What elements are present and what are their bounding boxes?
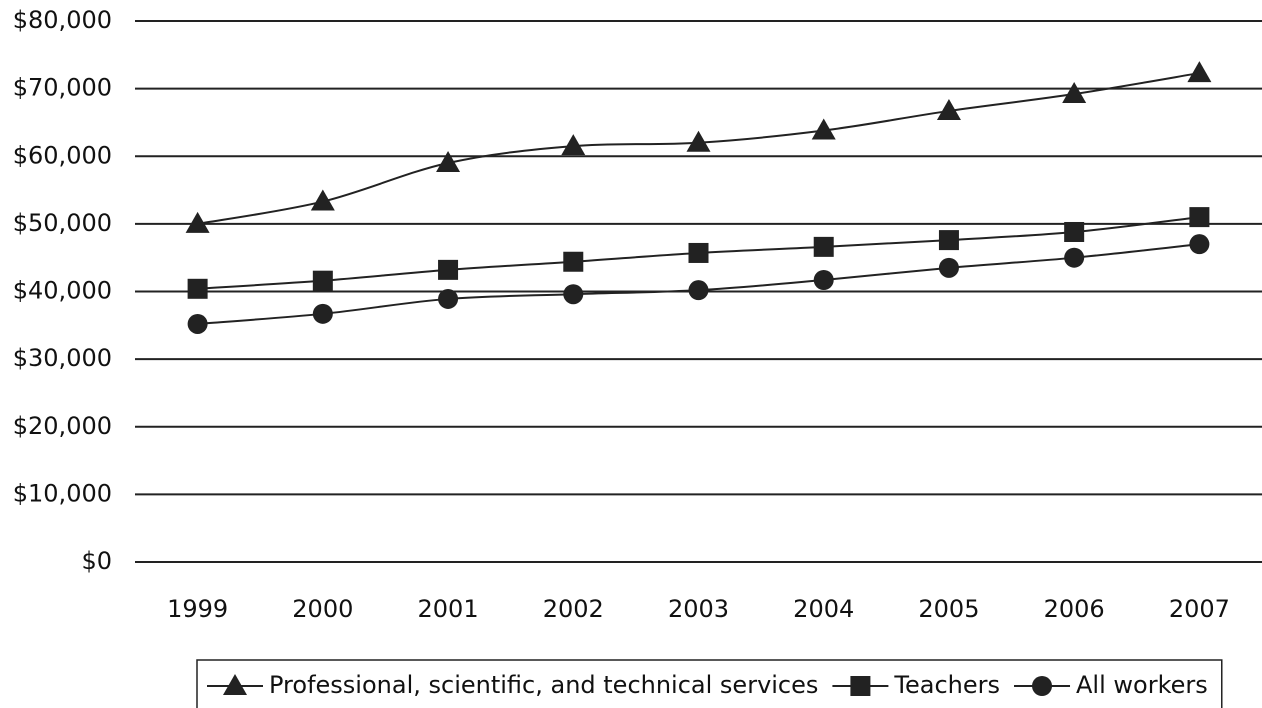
marker — [312, 270, 333, 291]
x-tick-label: 2006 — [1044, 595, 1105, 623]
x-tick-label: 2004 — [793, 595, 854, 623]
marker — [688, 242, 709, 263]
marker — [185, 211, 210, 233]
x-tick-label: 2001 — [418, 595, 479, 623]
marker — [938, 257, 959, 278]
y-tick-label: $10,000 — [13, 479, 112, 507]
marker — [1062, 82, 1087, 104]
marker — [850, 676, 871, 696]
marker — [563, 251, 584, 272]
marker — [223, 674, 247, 695]
y-tick-label: $60,000 — [13, 141, 112, 169]
x-tick-label: 2002 — [543, 595, 604, 623]
x-tick-label: 2007 — [1169, 595, 1230, 623]
marker — [563, 284, 584, 305]
y-tick-label: $80,000 — [13, 6, 112, 34]
marker — [1064, 247, 1085, 268]
marker — [312, 303, 333, 324]
x-tick-label: 1999 — [167, 595, 228, 623]
marker — [1189, 234, 1210, 255]
y-tick-label: $50,000 — [13, 209, 112, 237]
marker — [936, 98, 961, 120]
marker — [1064, 221, 1085, 242]
y-tick-label: $0 — [81, 547, 112, 575]
marker — [686, 130, 711, 152]
marker — [811, 118, 836, 140]
marker — [438, 288, 459, 309]
y-tick-label: $30,000 — [13, 344, 112, 372]
legend-label: Teachers — [893, 671, 1000, 699]
marker — [187, 313, 208, 334]
x-tick-label: 2005 — [918, 595, 979, 623]
legend-label: All workers — [1076, 671, 1208, 699]
legend: Professional, scientific, and technical … — [196, 659, 1223, 708]
y-tick-label: $20,000 — [13, 412, 112, 440]
y-tick-label: $40,000 — [13, 277, 112, 305]
x-tick-label: 2003 — [668, 595, 729, 623]
marker — [938, 230, 959, 251]
legend-box — [196, 659, 1223, 708]
marker — [1189, 207, 1210, 228]
marker — [310, 189, 335, 211]
x-tick-label: 2000 — [292, 595, 353, 623]
marker — [561, 134, 586, 156]
marker — [438, 259, 459, 280]
marker — [813, 236, 834, 257]
marker — [688, 280, 709, 301]
legend-label: Professional, scientific, and technical … — [269, 671, 818, 699]
marker — [436, 151, 461, 173]
marker — [813, 270, 834, 291]
marker — [1187, 61, 1212, 83]
y-tick-label: $70,000 — [13, 74, 112, 102]
marker — [187, 278, 208, 299]
marker — [1032, 676, 1053, 696]
